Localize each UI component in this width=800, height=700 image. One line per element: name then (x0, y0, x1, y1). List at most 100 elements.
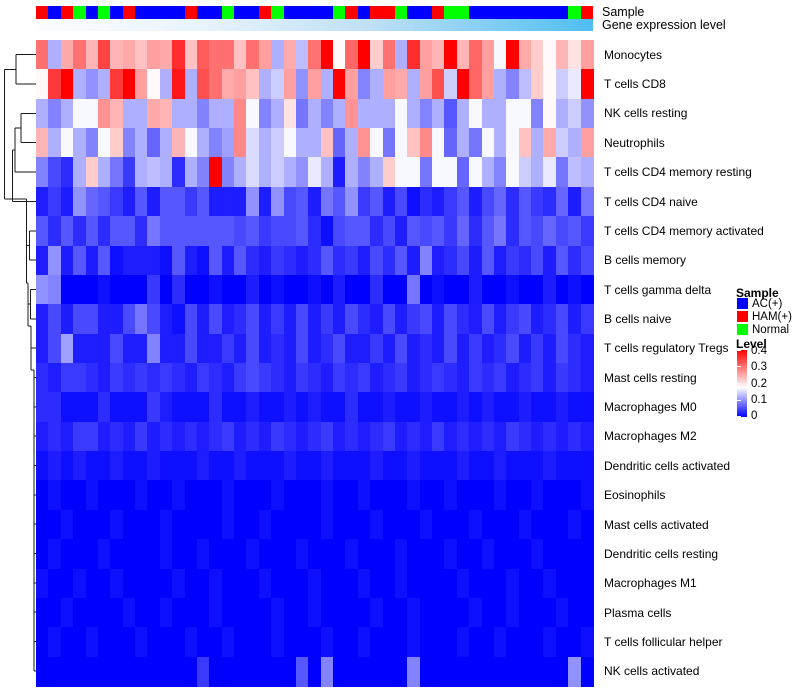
heatmap-cell (85, 333, 99, 364)
heatmap-cell (580, 98, 594, 129)
heatmap-cell (271, 568, 285, 599)
heatmap-cell (97, 392, 111, 423)
heatmap-cell (135, 363, 149, 394)
heatmap-cell (110, 597, 124, 628)
heatmap-cell (407, 597, 421, 628)
heatmap-cell (493, 392, 508, 423)
heatmap-cell (258, 568, 272, 599)
heatmap-cell (493, 568, 508, 599)
heatmap-cell (481, 451, 495, 482)
heatmap-cell (394, 216, 409, 247)
heatmap-cell (382, 98, 396, 129)
row-label: Macrophages M0 (604, 400, 697, 415)
heatmap-cell (444, 333, 458, 364)
heatmap-cell (196, 568, 210, 599)
heatmap-cell (320, 363, 334, 394)
heatmap-cell (147, 480, 161, 511)
heatmap-cell (543, 274, 557, 305)
heatmap-cell (209, 568, 223, 599)
heatmap-cell (543, 392, 557, 423)
heatmap-cell (456, 656, 470, 687)
heatmap-cell (493, 304, 508, 335)
heatmap-cell (209, 451, 223, 482)
heatmap-cell (184, 480, 198, 511)
heatmap-cell (36, 363, 50, 394)
sample-annotation-cell (493, 6, 507, 19)
heatmap-cell (419, 509, 433, 540)
sample-annotation-cell (543, 6, 556, 19)
row-label: NK cells activated (604, 664, 700, 679)
heatmap-cell (283, 304, 297, 335)
heatmap-cell (159, 333, 173, 364)
heatmap-cell (110, 274, 124, 305)
heatmap-cell (110, 186, 124, 217)
heatmap-cell (73, 392, 87, 423)
heatmap-cell (518, 627, 532, 658)
heatmap-cell (394, 157, 409, 188)
heatmap-cell (97, 539, 111, 570)
heatmap-cell (60, 656, 74, 687)
heatmap-cell (172, 597, 186, 628)
heatmap-cell (135, 98, 149, 129)
heatmap-cell (345, 656, 359, 687)
sample-annotation-cell (234, 6, 247, 19)
heatmap-cell (568, 363, 582, 394)
heatmap-cell (518, 363, 532, 394)
row-label: T cells regulatory Tregs (604, 341, 729, 356)
heatmap-cell (370, 539, 384, 570)
heatmap-cell (407, 539, 421, 570)
heatmap-cell (246, 363, 260, 394)
heatmap-cell (555, 509, 569, 540)
heatmap-grid (36, 40, 594, 687)
heatmap-cell (246, 597, 260, 628)
heatmap-cell (283, 186, 297, 217)
heatmap-cell (580, 69, 594, 100)
heatmap-cell (555, 304, 569, 335)
heatmap-cell (209, 421, 223, 452)
heatmap-cell (394, 627, 409, 658)
heatmap-cell (469, 186, 483, 217)
heatmap-cell (85, 69, 99, 100)
sample-annotation-cell (320, 6, 333, 19)
heatmap-cell (580, 157, 594, 188)
heatmap-cell (333, 274, 347, 305)
heatmap-cell (159, 480, 173, 511)
heatmap-cell (147, 421, 161, 452)
heatmap-cell (394, 539, 409, 570)
heatmap-cell (444, 216, 458, 247)
heatmap-cell (73, 627, 87, 658)
heatmap-cell (580, 304, 594, 335)
heatmap-cell (493, 421, 508, 452)
heatmap-cell (234, 333, 248, 364)
heatmap-cell (295, 363, 309, 394)
heatmap-cell (370, 656, 384, 687)
heatmap-cell (172, 363, 186, 394)
heatmap-cell (271, 40, 285, 71)
heatmap-cell (382, 392, 396, 423)
heatmap-cell (531, 98, 545, 129)
heatmap-cell (333, 98, 347, 129)
heatmap-cell (518, 245, 532, 276)
heatmap-cell (580, 568, 594, 599)
heatmap-cell (345, 98, 359, 129)
heatmap-cell (159, 69, 173, 100)
heatmap-cell (196, 597, 210, 628)
heatmap-cell (271, 539, 285, 570)
heatmap-cell (246, 274, 260, 305)
heatmap-cell (221, 597, 235, 628)
heatmap-cell (60, 157, 74, 188)
heatmap-cell (283, 392, 297, 423)
heatmap-cell (97, 333, 111, 364)
heatmap-cell (394, 304, 409, 335)
heatmap-cell (469, 656, 483, 687)
heatmap-cell (258, 186, 272, 217)
heatmap-cell (184, 216, 198, 247)
level-tick-0.3: 0.3 (751, 361, 767, 373)
heatmap-cell (73, 333, 87, 364)
heatmap-cell (308, 216, 322, 247)
heatmap-cell (432, 245, 446, 276)
heatmap-cell (48, 186, 62, 217)
heatmap-cell (518, 392, 532, 423)
heatmap-cell (394, 509, 409, 540)
heatmap-cell (419, 304, 433, 335)
